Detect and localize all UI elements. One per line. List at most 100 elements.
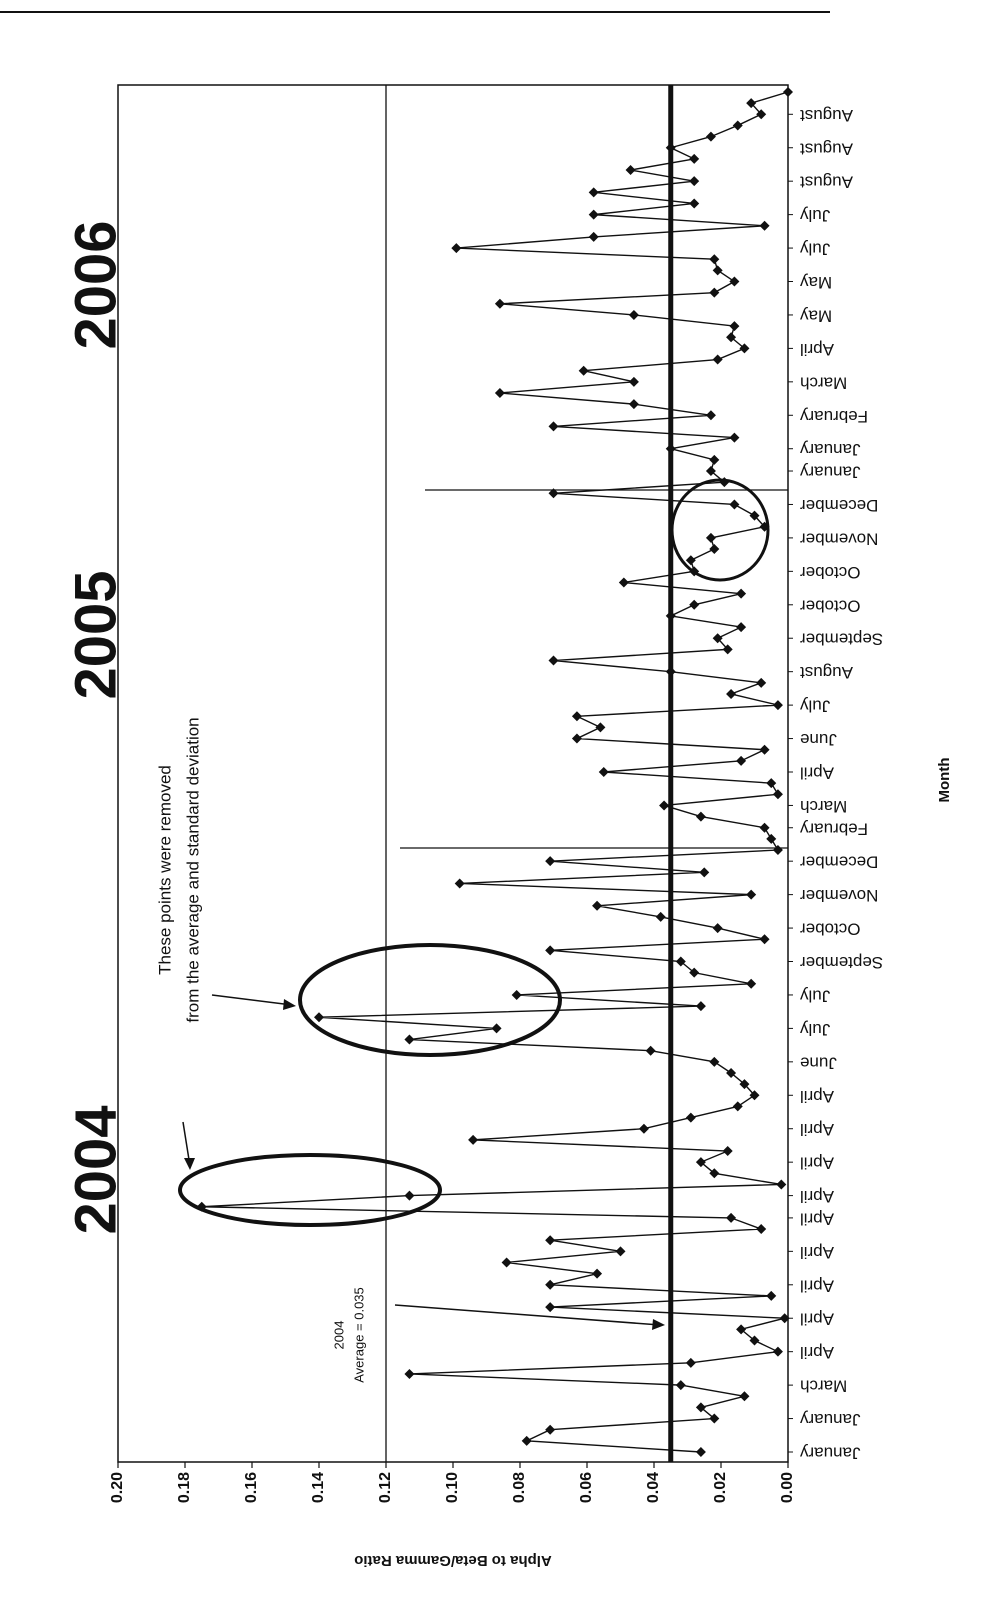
- x-tick-label: April: [800, 1120, 834, 1139]
- data-point: [729, 321, 740, 332]
- x-tick-label: December: [800, 853, 879, 872]
- x-tick-label: January: [800, 463, 861, 482]
- x-tick-label: July: [800, 206, 831, 225]
- data-point: [732, 1101, 743, 1112]
- data-point: [588, 209, 599, 220]
- data-point: [709, 1056, 720, 1067]
- x-tick-label: May: [800, 306, 833, 325]
- annotation: These points were removed: [155, 765, 174, 975]
- data-point: [685, 555, 696, 566]
- x-tick-label: October: [800, 563, 861, 582]
- y-tick-label: 0.14: [310, 1472, 327, 1503]
- y-tick-label: 0.10: [444, 1472, 461, 1503]
- data-point: [628, 376, 639, 387]
- data-point: [545, 1279, 556, 1290]
- data-point: [404, 1190, 415, 1201]
- y-tick-label: 0.04: [645, 1472, 662, 1503]
- arrow: [394, 1304, 661, 1326]
- y-axis-title: Alpha to Beta/Gamma Ratio: [354, 1552, 552, 1569]
- data-point: [545, 856, 556, 867]
- x-tick-label: September: [800, 630, 883, 649]
- data-point: [746, 98, 757, 109]
- x-tick-label: April: [800, 1187, 834, 1206]
- data-point: [759, 934, 770, 945]
- x-tick-label: January: [800, 1410, 861, 1429]
- year-label: 2004: [63, 1105, 128, 1234]
- data-point: [772, 789, 783, 800]
- data-point: [625, 165, 636, 176]
- x-tick-label: April: [800, 1343, 834, 1362]
- data-point: [588, 187, 599, 198]
- data-point: [494, 387, 505, 398]
- data-point: [665, 666, 676, 677]
- data-point: [719, 477, 730, 488]
- data-point: [712, 923, 723, 934]
- data-point: [196, 1201, 207, 1212]
- data-point: [404, 1368, 415, 1379]
- x-tick-label: July: [800, 697, 831, 716]
- x-axis-title: Month: [936, 758, 953, 803]
- data-point: [729, 499, 740, 510]
- annotation: Average = 0.035: [351, 1287, 366, 1383]
- data-point: [628, 399, 639, 410]
- data-point: [722, 644, 733, 655]
- x-tick-label: April: [800, 1209, 834, 1228]
- data-point: [592, 1268, 603, 1279]
- x-tick-label: November: [800, 886, 879, 905]
- data-point: [615, 1246, 626, 1257]
- data-point: [736, 588, 747, 599]
- data-point: [729, 276, 740, 287]
- x-tick-label: February: [800, 407, 869, 426]
- data-point: [404, 1034, 415, 1045]
- data-point: [709, 454, 720, 465]
- x-tick-label: June: [800, 1053, 837, 1072]
- data-point: [746, 978, 757, 989]
- data-point: [709, 1413, 720, 1424]
- x-tick-label: August: [800, 106, 853, 125]
- data-point: [739, 1391, 750, 1402]
- data-point: [726, 1067, 737, 1078]
- data-point: [665, 142, 676, 153]
- x-tick-label: May: [800, 273, 833, 292]
- data-point: [645, 1045, 656, 1056]
- data-point: [705, 131, 716, 142]
- data-point: [494, 298, 505, 309]
- y-tick-label: 0.06: [578, 1472, 595, 1503]
- data-point: [726, 1212, 737, 1223]
- data-point: [545, 1424, 556, 1435]
- data-point: [779, 1313, 790, 1324]
- x-tick-label: November: [800, 529, 879, 548]
- x-tick-label: April: [800, 1243, 834, 1262]
- data-point: [571, 711, 582, 722]
- data-point: [501, 1257, 512, 1268]
- x-tick-label: April: [800, 1276, 834, 1295]
- x-tick-label: January: [800, 440, 861, 459]
- data-point: [545, 1302, 556, 1313]
- data-point: [739, 343, 750, 354]
- data-point: [665, 610, 676, 621]
- data-point: [699, 867, 710, 878]
- data-point: [709, 254, 720, 265]
- data-point: [759, 744, 770, 755]
- data-point: [756, 109, 767, 120]
- data-point: [736, 1324, 747, 1335]
- data-point: [736, 755, 747, 766]
- data-point: [705, 410, 716, 421]
- data-point: [689, 198, 700, 209]
- data-point: [756, 1224, 767, 1235]
- data-point: [454, 878, 465, 889]
- data-point: [628, 309, 639, 320]
- highlight-ellipse: [178, 1153, 442, 1227]
- data-point: [685, 1112, 696, 1123]
- x-tick-label: July: [800, 1020, 831, 1039]
- arrow-head: [652, 1319, 665, 1330]
- data-point: [736, 622, 747, 633]
- data-point: [772, 700, 783, 711]
- data-point: [665, 443, 676, 454]
- data-point: [638, 1123, 649, 1134]
- data-point: [759, 822, 770, 833]
- arrow-head: [184, 1158, 195, 1170]
- data-point: [595, 722, 606, 733]
- data-point: [545, 945, 556, 956]
- data-point: [521, 1435, 532, 1446]
